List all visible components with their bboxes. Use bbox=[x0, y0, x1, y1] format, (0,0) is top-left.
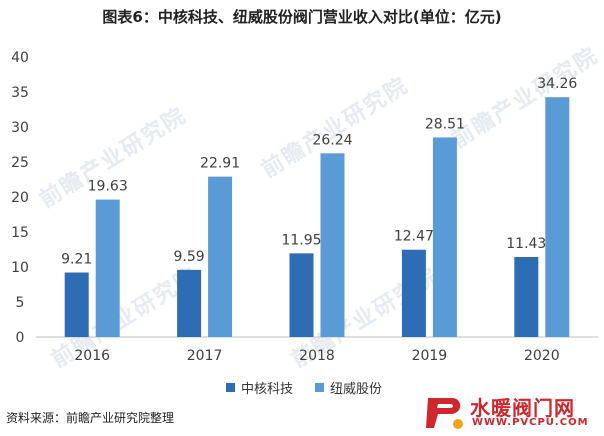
bar-series1 bbox=[401, 249, 426, 337]
y-tick-label: 5 bbox=[16, 295, 25, 311]
x-tick-label: 2020 bbox=[524, 348, 560, 364]
legend-item-series2: 纽威股份 bbox=[315, 378, 382, 397]
data-label: 34.26 bbox=[537, 76, 577, 92]
source-note: 资料来源：前瞻产业研究院整理 bbox=[6, 411, 175, 425]
bar-series2 bbox=[95, 199, 120, 337]
data-label: 26.24 bbox=[312, 132, 352, 148]
x-tick-label: 2019 bbox=[412, 348, 448, 364]
data-label: 19.63 bbox=[88, 179, 128, 195]
data-label: 22.91 bbox=[200, 156, 240, 172]
data-label: 11.95 bbox=[281, 232, 321, 248]
bar-series1 bbox=[289, 253, 314, 337]
brand-logo-icon bbox=[426, 398, 463, 429]
legend: 中核科技 纽威股份 bbox=[226, 378, 382, 397]
bar-series1 bbox=[514, 256, 539, 337]
y-tick-label: 35 bbox=[11, 85, 29, 101]
data-label: 12.47 bbox=[394, 229, 434, 245]
bar-series1 bbox=[64, 272, 89, 337]
x-tick-label: 2018 bbox=[299, 348, 335, 364]
bar-series2 bbox=[320, 153, 345, 337]
brand-logo-block: 水暖阀门网 WWW.PVCPU.COM bbox=[422, 392, 598, 432]
y-tick-label: 25 bbox=[11, 155, 29, 171]
legend-swatch-series1 bbox=[226, 383, 235, 392]
brand-name: 水暖阀门网 bbox=[470, 396, 575, 420]
chart-title: 图表6：中核科技、纽威股份阀门营业收入对比(单位：亿元) bbox=[102, 8, 502, 26]
y-tick-label: 20 bbox=[11, 190, 29, 206]
legend-label-series1: 中核科技 bbox=[241, 382, 294, 397]
x-tick-label: 2016 bbox=[74, 348, 110, 364]
bar-series2 bbox=[432, 137, 457, 337]
legend-swatch-series2 bbox=[315, 383, 325, 392]
data-label: 9.21 bbox=[61, 252, 92, 268]
legend-label-series2: 纽威股份 bbox=[330, 382, 383, 397]
y-tick-label: 15 bbox=[11, 225, 29, 241]
y-tick-label: 10 bbox=[11, 260, 29, 276]
legend-item-series1: 中核科技 bbox=[226, 378, 293, 397]
bar-series2 bbox=[545, 97, 570, 338]
data-label: 11.43 bbox=[506, 236, 546, 252]
y-tick-label: 0 bbox=[16, 330, 25, 346]
x-tick-label: 2017 bbox=[187, 348, 223, 364]
data-label: 9.59 bbox=[174, 249, 205, 265]
y-tick-label: 30 bbox=[11, 120, 29, 136]
y-tick-label: 40 bbox=[11, 50, 29, 66]
bar-series1 bbox=[177, 269, 202, 337]
bar-chart: 0 5 10 15 20 25 30 35 40 9.21 19.63 2016 9.59 22.91 20… bbox=[11, 50, 598, 364]
brand-url: WWW.PVCPU.COM bbox=[472, 417, 589, 428]
data-label: 28.51 bbox=[425, 116, 465, 132]
bar-series2 bbox=[208, 176, 233, 337]
